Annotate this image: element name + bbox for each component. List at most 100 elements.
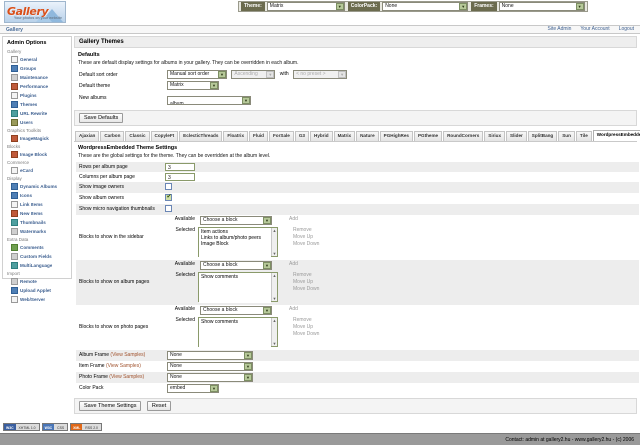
- sidebar-item-users[interactable]: Users: [11, 118, 68, 126]
- tab-roundcorners[interactable]: RoundCorners: [443, 130, 484, 141]
- tab-hybrid[interactable]: Hybrid: [310, 130, 333, 141]
- sidebar-item-custom-fields[interactable]: Custom Fields: [11, 252, 68, 260]
- tab-eclecticthreads[interactable]: EclecticThreads: [179, 130, 223, 141]
- frame-select[interactable]: None ▼: [167, 372, 253, 382]
- setting-text-input[interactable]: 3: [165, 172, 195, 181]
- save-theme-settings-button[interactable]: Save Theme Settings: [79, 400, 142, 411]
- sidebar-item-plugins[interactable]: Plugins: [11, 91, 68, 99]
- frame-select[interactable]: None ▼: [167, 350, 253, 360]
- validation-badge[interactable]: XML RSS 2.0: [70, 423, 102, 431]
- setting-checkbox[interactable]: [165, 204, 172, 212]
- scroll-up-icon[interactable]: ▲: [272, 272, 277, 278]
- default-theme-select[interactable]: Matrix ▼: [167, 81, 219, 90]
- move-up-button[interactable]: Move Up: [293, 278, 314, 285]
- reset-button[interactable]: Reset: [146, 400, 172, 411]
- sidebar-item-url-rewrite[interactable]: URL Rewrite: [11, 109, 68, 117]
- sidebar-item-upload-applet[interactable]: Upload Applet: [11, 286, 68, 294]
- gallery-logo[interactable]: Gallery Your photos on your website: [4, 1, 66, 23]
- frame-select[interactable]: None ▼: [167, 361, 253, 371]
- sidebar-item-performance[interactable]: Performance: [11, 82, 68, 90]
- list-item[interactable]: Item actions: [201, 228, 228, 235]
- save-defaults-button[interactable]: Save Defaults: [79, 112, 124, 123]
- sidebar-item-themes[interactable]: Themes: [11, 100, 68, 108]
- tab-classic[interactable]: Classic: [125, 130, 150, 141]
- sidebar-item-groups[interactable]: Groups: [11, 64, 68, 72]
- sidebar-item-watermarks[interactable]: Watermarks: [11, 227, 68, 235]
- sidebar-item-icons[interactable]: Icons: [11, 191, 68, 199]
- sidebar-item-link-items[interactable]: Link Items: [11, 200, 68, 208]
- tab-carbon[interactable]: Carbon: [100, 130, 125, 141]
- tab-siriux[interactable]: Siriux: [484, 130, 506, 141]
- tab-matrix[interactable]: Matrix: [333, 130, 356, 141]
- move-up-button[interactable]: Move Up: [293, 323, 314, 330]
- add-block-button[interactable]: Add: [289, 215, 298, 222]
- logout-link[interactable]: Logout: [618, 26, 634, 32]
- view-samples-link[interactable]: (View Samples): [110, 352, 146, 358]
- sidebar-item-ecard[interactable]: eCard: [11, 166, 68, 174]
- selected-blocks-listbox[interactable]: Show comments ▲ ▼: [198, 316, 278, 348]
- setting-checkbox[interactable]: [165, 193, 172, 201]
- scroll-up-icon[interactable]: ▲: [272, 317, 277, 323]
- site-admin-link[interactable]: Site Admin: [547, 26, 572, 32]
- frame-select[interactable]: embed ▼: [167, 383, 219, 393]
- validation-badge[interactable]: W3C CSS: [41, 423, 69, 431]
- selected-blocks-listbox[interactable]: Show comments ▲ ▼: [198, 271, 278, 303]
- scroll-down-icon[interactable]: ▼: [272, 250, 277, 256]
- setting-text-input[interactable]: 3: [165, 162, 195, 171]
- remove-block-button[interactable]: Remove: [293, 226, 312, 233]
- tab-pghighres[interactable]: PGHighRes: [379, 130, 413, 141]
- scroll-up-icon[interactable]: ▲: [272, 227, 277, 233]
- add-block-button[interactable]: Add: [289, 260, 298, 267]
- tab-splitbang[interactable]: SplitBang: [527, 130, 558, 141]
- listbox-scrollbar[interactable]: ▲ ▼: [271, 227, 277, 256]
- sidebar-item-multilanguage[interactable]: MultiLanguage: [11, 261, 68, 269]
- your-account-link[interactable]: Your Account: [580, 26, 610, 32]
- sort-direction-select[interactable]: Ascending ▼: [231, 70, 276, 79]
- scroll-down-icon[interactable]: ▼: [272, 295, 277, 301]
- tab-copyleft[interactable]: CopyleFt: [150, 130, 179, 141]
- tab-g3[interactable]: G3: [294, 130, 309, 141]
- sidebar-item-general[interactable]: General: [11, 55, 68, 63]
- validation-badge[interactable]: W3C XHTML 1.0: [3, 423, 40, 431]
- tab-ajaxian[interactable]: Ajaxian: [75, 130, 100, 141]
- colorpack-select[interactable]: None ▼: [382, 2, 469, 11]
- breadcrumb-item-gallery[interactable]: Gallery: [6, 27, 23, 33]
- sort-preset-select[interactable]: < no preset > ▼: [293, 70, 348, 79]
- list-item[interactable]: Show comments: [201, 273, 238, 280]
- sidebar-item-web-server[interactable]: Web/Server: [11, 295, 68, 303]
- sidebar-item-maintenance[interactable]: Maintenance: [11, 73, 68, 81]
- listbox-scrollbar[interactable]: ▲ ▼: [271, 272, 277, 301]
- tab-nature[interactable]: Nature: [356, 130, 379, 141]
- selected-blocks-listbox[interactable]: Item actions Links to album/photo peers Im…: [198, 226, 278, 258]
- add-block-button[interactable]: Add: [289, 305, 298, 312]
- sidebar-item-imagemagick[interactable]: ImageMagick: [11, 134, 68, 142]
- tab-wordpressembedded[interactable]: WordpressEmbedded: [592, 129, 640, 141]
- available-block-select[interactable]: Choose a block ▼: [200, 260, 272, 270]
- tab-sun[interactable]: Sun: [558, 130, 575, 141]
- setting-checkbox[interactable]: [165, 182, 172, 190]
- sidebar-item-image-block[interactable]: Image Block: [11, 150, 68, 158]
- sidebar-item-remote[interactable]: Remote: [11, 277, 68, 285]
- list-item[interactable]: Show comments: [201, 318, 238, 325]
- tab-pgtheme[interactable]: PGtheme: [413, 130, 443, 141]
- move-down-button[interactable]: Move Down: [293, 240, 320, 247]
- tab-fluid[interactable]: Fluid: [249, 130, 268, 141]
- list-item[interactable]: Image Block: [201, 240, 229, 247]
- view-samples-link[interactable]: (View Samples): [105, 363, 141, 369]
- new-albums-select[interactable]: Inherit settings from parent album ▼: [167, 95, 251, 105]
- scroll-down-icon[interactable]: ▼: [272, 340, 277, 346]
- remove-block-button[interactable]: Remove: [293, 271, 312, 278]
- list-item[interactable]: Links to album/photo peers: [201, 234, 262, 241]
- default-sort-order-select[interactable]: Manual sort order ▼: [167, 70, 227, 79]
- move-down-button[interactable]: Move Down: [293, 330, 320, 337]
- frames-select[interactable]: None ▼: [498, 2, 585, 11]
- theme-select[interactable]: Matrix ▼: [266, 2, 345, 11]
- available-block-select[interactable]: Choose a block ▼: [200, 215, 272, 225]
- available-block-select[interactable]: Choose a block ▼: [200, 305, 272, 315]
- tab-floatrix[interactable]: Floatrix: [223, 130, 249, 141]
- sidebar-item-dynamic-albums[interactable]: Dynamic Albums: [11, 182, 68, 190]
- view-samples-link[interactable]: (View Samples): [109, 374, 145, 380]
- remove-block-button[interactable]: Remove: [293, 316, 312, 323]
- sidebar-item-comments[interactable]: Comments: [11, 243, 68, 251]
- move-up-button[interactable]: Move Up: [293, 233, 314, 240]
